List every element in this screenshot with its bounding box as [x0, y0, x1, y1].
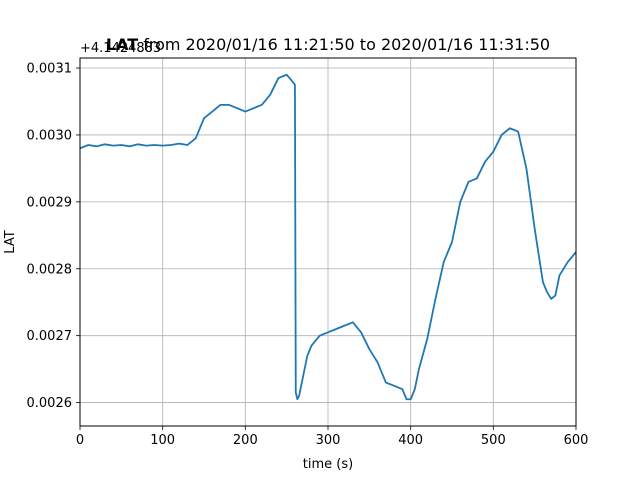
- chart-title-bold: LAT: [106, 35, 138, 54]
- y-tick-label: 0.0030: [27, 128, 73, 143]
- y-tick-label: 0.0027: [27, 329, 73, 344]
- series-layer: [79, 73, 577, 401]
- y-tick-label: 0.0029: [27, 195, 73, 210]
- y-axis-offset-label: +4.1424883: [80, 41, 161, 56]
- x-tick-label: 500: [481, 433, 506, 448]
- y-tick-label: 0.0028: [27, 262, 73, 277]
- x-tick-label: 100: [150, 433, 175, 448]
- x-tick-label: 200: [233, 433, 258, 448]
- x-tick-label: 300: [316, 433, 341, 448]
- series-line-0: [79, 73, 577, 401]
- x-tick-label: 0: [76, 433, 84, 448]
- grid-lines: [79, 58, 577, 426]
- y-axis-label: LAT: [3, 230, 18, 253]
- chart-title: LAT from 2020/01/16 11:21:50 to 2020/01/…: [106, 35, 550, 54]
- x-axis-label: time (s): [303, 457, 353, 472]
- chart-title-rest: from 2020/01/16 11:21:50 to 2020/01/16 1…: [138, 35, 550, 54]
- x-tick-label: 400: [398, 433, 423, 448]
- x-tick-label: 600: [564, 433, 589, 448]
- axis-ticks: 0 100 200 300 400 500 600 0.0026 0.0027 0.0028 0.0…: [27, 62, 589, 448]
- y-tick-label: 0.0026: [27, 396, 73, 411]
- y-tick-label: 0.0031: [27, 62, 73, 77]
